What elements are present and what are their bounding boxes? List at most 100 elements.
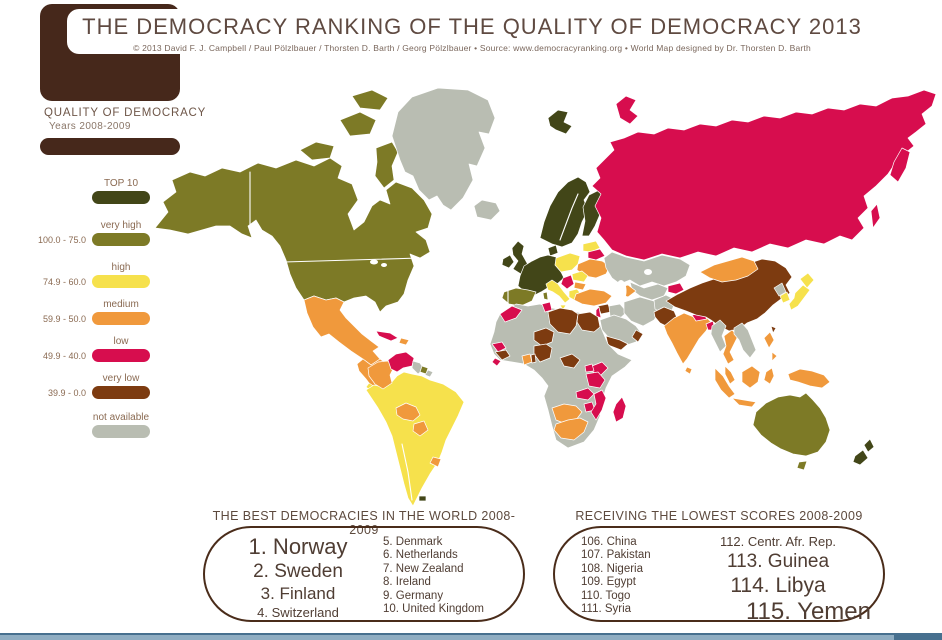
legend-row-high: high 74.9 - 60.0 bbox=[0, 262, 170, 309]
region-iran bbox=[623, 296, 662, 327]
legend-range: 49.9 - 40.0 bbox=[42, 351, 86, 361]
region-tasmania bbox=[796, 460, 808, 471]
bottom-strip-line bbox=[0, 633, 942, 635]
region-sakhalin bbox=[870, 203, 881, 229]
legend-range: 100.0 - 75.0 bbox=[37, 235, 86, 245]
legend-swatch bbox=[92, 233, 150, 246]
quality-of-democracy-label: QUALITY OF DEMOCRACY bbox=[44, 107, 207, 119]
region-romania bbox=[571, 270, 589, 283]
region-uruguay bbox=[429, 456, 442, 468]
region-sulawesi bbox=[763, 367, 775, 385]
region-uganda bbox=[584, 363, 595, 373]
legend-range: 59.9 - 50.0 bbox=[42, 314, 86, 324]
region-belarus bbox=[587, 248, 606, 261]
rank-item: 107. Pakistan bbox=[581, 549, 651, 562]
region-central-europe bbox=[554, 252, 581, 273]
rank-item: 109. Egypt bbox=[581, 576, 636, 589]
region-vietnam-laos bbox=[733, 322, 757, 359]
rank-item: 115. Yemen bbox=[745, 598, 871, 625]
legend-row-very-low: very low 39.9 - 0.0 bbox=[0, 373, 170, 420]
rank-item: 110. Togo bbox=[581, 589, 631, 602]
region-colombia bbox=[367, 360, 395, 390]
legend-row-not-available: not available bbox=[0, 412, 170, 459]
region-tanzania bbox=[585, 371, 606, 389]
region-java bbox=[731, 397, 757, 408]
region-sierra-leone bbox=[491, 357, 502, 367]
lowest-right-list: 112. Centr. Afr. Rep. 113. Guinea 114. L… bbox=[685, 533, 871, 626]
region-south-korea bbox=[779, 291, 791, 304]
region-sardinia bbox=[542, 291, 549, 301]
region-mexico bbox=[303, 295, 381, 366]
region-svalbard bbox=[547, 109, 573, 135]
quality-years-label: Years 2008-2009 bbox=[49, 121, 131, 132]
lowest-scores-box: 106. China 107. Pakistan 108. Nigeria 10… bbox=[553, 526, 885, 625]
lowest-left-list: 106. China 107. Pakistan 108. Nigeria 10… bbox=[581, 536, 681, 616]
aral-sea bbox=[644, 269, 652, 275]
rank-item: 106. China bbox=[581, 536, 637, 548]
region-iberia bbox=[501, 287, 537, 307]
legend-swatch bbox=[92, 425, 150, 438]
region-philippines bbox=[763, 331, 778, 362]
region-new-guinea bbox=[787, 368, 831, 389]
chile-argentina-border bbox=[401, 443, 413, 501]
legend-label: high bbox=[111, 262, 131, 273]
page-title: THE DEMOCRACY RANKING OF THE QUALITY OF … bbox=[82, 14, 862, 39]
region-mozambique bbox=[590, 389, 607, 421]
region-central-african-republic bbox=[559, 353, 581, 369]
region-balkans bbox=[560, 274, 575, 290]
best-secondary-list: 5. Denmark 6. Netherlands 7. New Zealand… bbox=[383, 536, 523, 616]
region-australia bbox=[752, 392, 831, 457]
legend-swatch bbox=[92, 191, 150, 204]
region-italy bbox=[545, 279, 571, 311]
region-morocco bbox=[499, 305, 523, 323]
region-ireland bbox=[501, 254, 515, 269]
region-niger bbox=[533, 327, 555, 347]
region-sri-lanka bbox=[684, 366, 693, 375]
region-malaysia bbox=[724, 365, 736, 385]
best-democracies-box: 1. Norway 2. Sweden 3. Finland 4. Switze… bbox=[203, 526, 525, 622]
region-senegal bbox=[491, 341, 507, 353]
region-levant bbox=[595, 306, 602, 319]
region-oman bbox=[631, 329, 644, 343]
legend-row-top10: TOP 10 bbox=[0, 178, 170, 225]
region-hispaniola bbox=[398, 337, 410, 346]
region-norway-sweden bbox=[539, 176, 591, 248]
region-kamchatka bbox=[889, 147, 911, 183]
legend-label: low bbox=[113, 336, 129, 347]
region-borneo bbox=[741, 365, 761, 389]
region-guinea bbox=[494, 349, 511, 361]
rank-item: 8. Ireland bbox=[383, 576, 431, 589]
rank-item: 111. Syria bbox=[581, 603, 632, 616]
region-bulgaria bbox=[573, 281, 587, 291]
rank-item: 10. United Kingdom bbox=[383, 603, 485, 616]
region-japan bbox=[788, 272, 815, 311]
legend-label: not available bbox=[92, 412, 150, 423]
legend-label: very high bbox=[100, 220, 142, 231]
region-novaya-zemlya bbox=[615, 95, 639, 125]
rank-item: 108. Nigeria bbox=[581, 562, 644, 575]
region-kazakhstan bbox=[603, 251, 691, 287]
region-south-america bbox=[365, 371, 465, 507]
legend-label: TOP 10 bbox=[103, 178, 139, 189]
region-paraguay bbox=[412, 420, 429, 437]
rank-item: 9. Germany bbox=[383, 589, 444, 602]
rank-item: 112. Centr. Afr. Rep. bbox=[719, 534, 837, 549]
rank-item: 3. Finland bbox=[260, 584, 336, 603]
region-zambia bbox=[575, 387, 595, 401]
region-india bbox=[663, 312, 712, 365]
legend-row-very-high: very high 100.0 - 75.0 bbox=[0, 220, 170, 267]
region-bolivia bbox=[395, 402, 421, 422]
legend-label: very low bbox=[102, 373, 140, 384]
title-bar: THE DEMOCRACY RANKING OF THE QUALITY OF … bbox=[67, 9, 877, 54]
legend-swatch bbox=[92, 349, 150, 362]
map-landmasses bbox=[154, 87, 937, 507]
rank-item: 2. Sweden bbox=[253, 561, 343, 582]
legend-row-low: low 49.9 - 40.0 bbox=[0, 336, 170, 383]
rank-item: 5. Denmark bbox=[383, 536, 443, 548]
region-north-korea bbox=[773, 282, 787, 297]
legend-row-medium: medium 59.9 - 50.0 bbox=[0, 299, 170, 346]
rank-item: 1. Norway bbox=[248, 534, 348, 559]
bottom-strip bbox=[0, 633, 942, 640]
